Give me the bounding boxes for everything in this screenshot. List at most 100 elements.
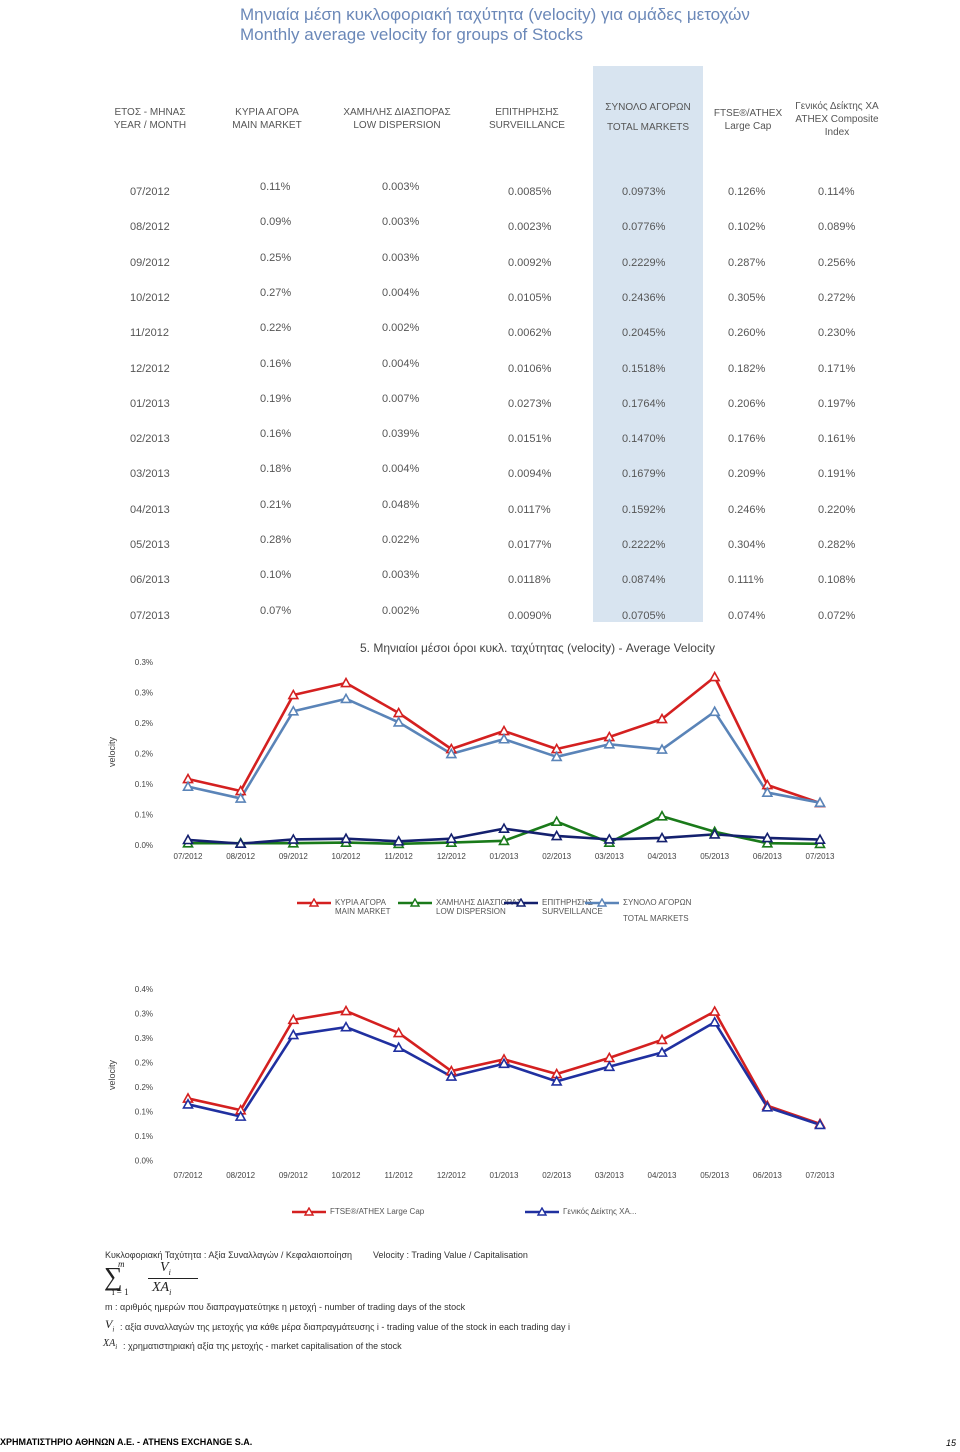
table-cell: 0.1764%: [622, 397, 666, 410]
legend-label: ΧΑΜΗΛΗΣ ΔΙΑΣΠΟΡΑΣ LOW DISPERSION: [436, 898, 522, 916]
table-row-period: 09/2012: [130, 256, 170, 269]
chart0-data-point: [445, 747, 458, 759]
column-header: ΕΤΟΣ - ΜΗΝΑΣ YEAR / MONTH: [70, 106, 230, 132]
legend-label-line1: ΚΥΡΙΑ ΑΓΟΡΑ: [335, 898, 386, 907]
table-cell: 0.272%: [818, 291, 856, 304]
table-cell: 0.0106%: [508, 362, 552, 375]
legend-label-line1: FTSE®/ATHEX Large Cap: [330, 1207, 425, 1216]
xa-description: : χρηματιστηριακή αξία της μετοχής - mar…: [123, 1341, 402, 1351]
chart1-ytick-label: 0.1%: [135, 1108, 153, 1117]
chart0-data-point: [287, 688, 300, 700]
chart1-xtick-label: 06/2013: [753, 1171, 782, 1180]
column-header: ΕΠΙΤΗΡΗΣΗΣ SURVEILLANCE: [447, 106, 607, 132]
chart1-ytick-label: 0.0%: [135, 1157, 153, 1166]
table-row-period: 02/2013: [130, 433, 170, 446]
chart0-data-point: [814, 796, 826, 808]
table-cell: 0.0085%: [508, 186, 552, 198]
table-cell: 0.0023%: [508, 221, 552, 234]
chart1-xtick-label: 07/2012: [174, 1171, 203, 1180]
table-cell: 0.0105%: [508, 291, 552, 304]
column-header-en: YEAR / MONTH: [113, 120, 187, 131]
chart1-data-point: [182, 1098, 194, 1109]
footer-company: ΧΡΗΜΑΤΙΣΤΗΡΙΟ ΑΘΗΝΩΝ Α.Ε. - ATHENS EXCHA…: [0, 1437, 253, 1447]
chart0-xtick-label: 03/2013: [595, 852, 624, 861]
chart0-xtick-label: 02/2013: [542, 852, 571, 861]
chart0-ytick-label: 0.3%: [135, 689, 153, 698]
table-cell: 0.004%: [382, 463, 420, 476]
chart0-ylabel: velocity: [107, 736, 117, 767]
chart0-xtick-label: 04/2013: [648, 852, 677, 861]
chart1-xtick-label: 03/2013: [595, 1171, 624, 1180]
chart1-ytick-label: 0.1%: [135, 1132, 153, 1141]
page-title-greek: Μηνιαία μέση κυκλοφοριακή ταχύτητα (velo…: [240, 5, 750, 24]
table-cell: 0.0151%: [508, 433, 552, 446]
table-cell: 0.1470%: [622, 433, 666, 446]
chart1-data-point: [392, 1041, 405, 1053]
table-cell: 0.003%: [382, 216, 420, 229]
chart0-data-point: [708, 705, 721, 717]
chart0-data-point: [287, 833, 300, 844]
table-cell: 0.108%: [818, 574, 856, 587]
chart1-data-point: [340, 1020, 352, 1032]
chart1-xtick-label: 05/2013: [700, 1171, 729, 1180]
chart1-data-point: [498, 1057, 510, 1069]
chart1-legend-item: Γενικός Δείκτης ΧΑ...: [525, 1207, 636, 1217]
table-cell: 0.1592%: [622, 503, 666, 516]
table-row-period: 01/2013: [130, 397, 170, 410]
chart0-xtick-label: 11/2012: [385, 852, 414, 861]
column-header-gr: ΕΤΟΣ - ΜΗΝΑΣ: [114, 107, 186, 118]
chart0-legend-item: ΧΑΜΗΛΗΣ ΔΙΑΣΠΟΡΑΣ LOW DISPERSION: [398, 898, 522, 916]
table-cell: 0.206%: [728, 397, 766, 410]
chart1-data-point: [287, 1028, 300, 1040]
chart0-data-point: [603, 833, 616, 844]
chart0-data-point: [182, 780, 194, 792]
table-cell: 0.161%: [818, 433, 856, 446]
table-row-period: 05/2013: [130, 539, 170, 551]
chart0-data-point: [656, 712, 668, 724]
chart1-xtick-label: 08/2012: [226, 1171, 255, 1180]
chart0-data-point: [656, 810, 668, 821]
table-cell: 0.022%: [382, 534, 420, 546]
chart1-data-point: [603, 1051, 616, 1063]
chart1-xtick-label: 10/2012: [332, 1171, 361, 1180]
chart0-data-point: [287, 705, 300, 716]
velocity-definition-en: Velocity : Trading Value / Capitalisatio…: [373, 1250, 528, 1260]
page-number: 15: [946, 1438, 957, 1448]
chart0-data-point: [445, 832, 458, 844]
table-cell: 0.197%: [818, 397, 856, 410]
column-header: FTSE®/ATHEX Large Cap: [668, 107, 828, 133]
chart1-xtick-label: 04/2013: [648, 1171, 677, 1180]
chart0-ytick-label: 0.3%: [135, 658, 153, 667]
table-cell: 0.004%: [382, 357, 420, 370]
table-cell: 0.0090%: [508, 609, 552, 622]
table-cell: 0.002%: [382, 604, 420, 617]
table-cell: 0.072%: [818, 609, 856, 622]
fraction-bar: [148, 1278, 198, 1279]
sum-upper-limit: m: [118, 1259, 125, 1269]
chart0-data-point: [550, 829, 563, 841]
column-header-en: MAIN MARKET: [232, 120, 302, 131]
table-cell: 0.0094%: [508, 468, 552, 481]
velocity-definition-gr: Κυκλοφοριακή Ταχύτητα : Αξία Συναλλαγών …: [105, 1250, 353, 1260]
chart0-data-point: [340, 676, 352, 688]
chart1-ylabel: velocity: [107, 1059, 117, 1090]
chart1-xtick-label: 01/2013: [490, 1171, 519, 1180]
legend-label: ΚΥΡΙΑ ΑΓΟΡΑ MAIN MARKET: [335, 898, 391, 916]
table-cell: 0.287%: [728, 256, 766, 269]
table-cell: 0.0776%: [622, 221, 666, 234]
chart0-data-point: [708, 670, 721, 682]
column-header-en: SURVEILLANCE: [489, 120, 565, 131]
chart0-xtick-label: 08/2012: [226, 852, 255, 861]
legend-swatch: [292, 1207, 326, 1216]
column-header: Γενικός Δείκτης ΧΑ ATHEX Composite Index: [757, 100, 917, 139]
fraction-numerator: Vi: [160, 1260, 171, 1277]
v-description: : αξία συναλλαγών της μετοχής για κάθε μ…: [120, 1322, 571, 1332]
chart0-data-point: [498, 834, 510, 846]
table-cell: 0.305%: [728, 291, 766, 304]
table-row-period: 10/2012: [130, 291, 170, 304]
column-header-en: Large Cap: [724, 121, 772, 132]
chart0-data-point: [814, 833, 826, 845]
table-row-period: 04/2013: [130, 503, 170, 516]
chart1-ytick-label: 0.2%: [135, 1083, 153, 1092]
legend-swatch: [504, 898, 538, 907]
